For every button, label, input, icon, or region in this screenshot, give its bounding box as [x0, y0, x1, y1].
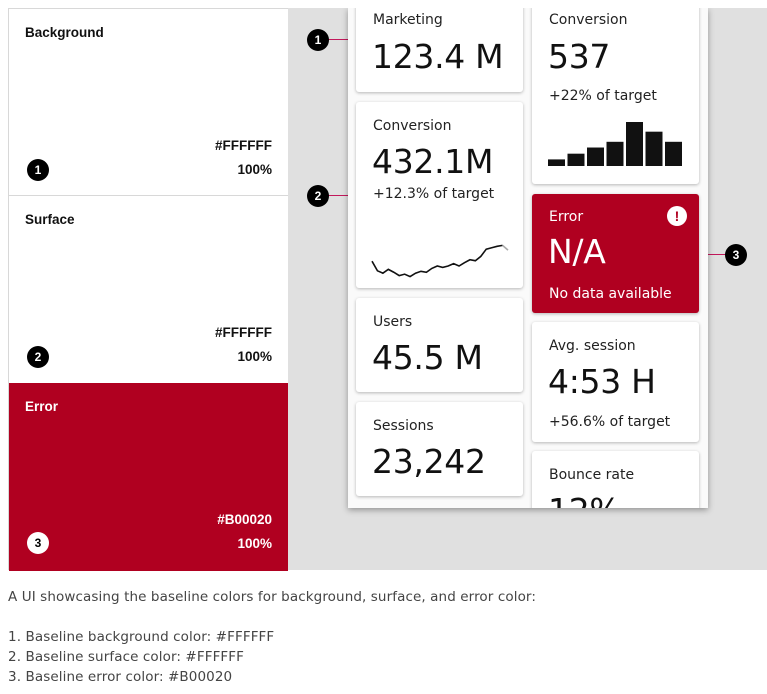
caption-intro: A UI showcasing the baseline colors for … [8, 589, 536, 605]
swatch-hex: #FFFFFF [215, 325, 272, 340]
color-swatches: Background #FFFFFF 100% 1 Surface #FFFFF… [8, 8, 288, 571]
users-card[interactable]: Users 45.5 M [356, 298, 523, 392]
bar [665, 141, 682, 166]
card-value: 123.4 M [372, 37, 504, 76]
card-value: 12% [548, 491, 621, 508]
card-subtitle: +56.6% of target [549, 414, 671, 430]
bar [548, 159, 565, 166]
card-subtitle: +22% of target [549, 88, 657, 104]
surface-swatch: Surface #FFFFFF 100% 2 [9, 196, 288, 383]
bar [567, 153, 585, 166]
bar [626, 122, 643, 166]
card-value: N/A [548, 232, 606, 271]
caption-item: 2. Baseline surface color: #FFFFFF [8, 649, 245, 665]
card-title: Sessions [373, 418, 434, 434]
callout-line [318, 195, 348, 196]
conversion-trend-card[interactable]: Conversion 432.1M +12.3% of target [356, 102, 523, 288]
error-card[interactable]: Error ! N/A No data available [532, 194, 699, 313]
sparkline-chart [371, 244, 509, 278]
card-title: Avg. session [549, 338, 636, 354]
card-title: Marketing [373, 12, 443, 28]
card-value: 432.1M [372, 142, 494, 181]
swatch-opacity: 100% [237, 536, 272, 551]
card-value: 537 [548, 37, 611, 76]
bar-chart [548, 122, 682, 166]
card-subtitle: No data available [549, 286, 672, 302]
card-subtitle: +12.3% of target [373, 186, 495, 202]
conversion-bar-card[interactable]: Conversion 537 +22% of target [532, 8, 699, 184]
card-title: Conversion [549, 12, 628, 28]
card-value: 23,242 [372, 442, 486, 481]
sparkline-line [371, 244, 503, 278]
swatch-number-badge: 1 [27, 159, 49, 181]
callout-badge: 1 [307, 29, 329, 51]
callout-line [699, 254, 729, 255]
swatch-hex: #B00020 [217, 512, 272, 527]
bar [587, 147, 604, 166]
card-title: Users [373, 314, 413, 330]
card-value: 4:53 H [548, 362, 656, 401]
card-value: 45.5 M [372, 338, 483, 377]
avg-session-card[interactable]: Avg. session 4:53 H +56.6% of target [532, 322, 699, 442]
swatch-hex: #FFFFFF [215, 138, 272, 153]
bounce-rate-card[interactable]: Bounce rate 12% [532, 451, 699, 508]
card-title: Conversion [373, 118, 452, 134]
swatch-name: Error [25, 399, 59, 414]
marketing-card[interactable]: Marketing 123.4 M [356, 8, 523, 92]
swatch-opacity: 100% [237, 162, 272, 177]
caption-item: 3. Baseline error color: #B00020 [8, 669, 233, 685]
callout-badge: 3 [725, 244, 747, 266]
swatch-name: Background [25, 25, 104, 40]
sparkline-tail [502, 244, 509, 251]
error-swatch: Error #B00020 100% 3 [9, 383, 288, 571]
caption-item: 1. Baseline background color: #FFFFFF [8, 629, 275, 645]
callout-badge: 2 [307, 185, 329, 207]
swatch-opacity: 100% [237, 349, 272, 364]
callout-line [318, 39, 348, 40]
dashboard-panel: Marketing 123.4 M Conversion 432.1M +12.… [348, 8, 708, 508]
background-swatch: Background #FFFFFF 100% 1 [9, 9, 288, 196]
swatch-name: Surface [25, 212, 75, 227]
bar [606, 141, 624, 166]
card-title: Bounce rate [549, 467, 635, 483]
bar [645, 131, 663, 166]
preview-stage: Marketing 123.4 M Conversion 432.1M +12.… [288, 8, 767, 570]
sessions-card[interactable]: Sessions 23,242 [356, 402, 523, 496]
swatch-number-badge: 2 [27, 346, 49, 368]
card-title: Error [549, 209, 584, 225]
swatch-number-badge: 3 [27, 532, 49, 554]
error-icon: ! [667, 206, 687, 226]
